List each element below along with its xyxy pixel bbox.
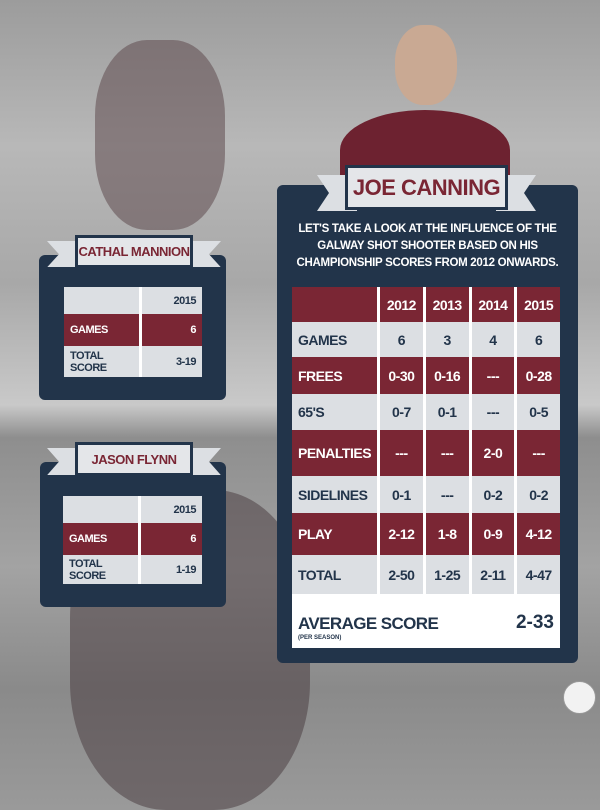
- row-value: ---: [515, 430, 560, 476]
- average-sub: (PER SEASON): [298, 635, 342, 641]
- row-value: 0-30: [378, 357, 426, 394]
- table-row: PLAY 2-12 1-8 0-9 4-12: [292, 513, 560, 555]
- cathal-mannion-banner: CATHAL MANNION: [47, 235, 221, 268]
- row-value: ---: [470, 394, 518, 430]
- row-value: 0-28: [515, 357, 560, 394]
- row-label: SIDELINES: [292, 476, 381, 513]
- row-label: 65'S: [292, 394, 381, 430]
- average-label: AVERAGE SCORE: [298, 614, 439, 633]
- table-row: SIDELINES 0-1 --- 0-2 0-2: [292, 476, 560, 513]
- row-value: 4-47: [515, 555, 560, 594]
- row-label: GAMES: [63, 523, 141, 555]
- row-value: 0-7: [378, 394, 426, 430]
- player-name: CATHAL MANNION: [75, 235, 193, 268]
- table-row: TOTAL 2-50 1-25 2-11 4-47: [292, 555, 560, 594]
- row-value: 6: [515, 322, 560, 357]
- header-cell: 2014: [470, 287, 518, 322]
- description: LET'S TAKE A LOOK AT THE INFLUENCE OF TH…: [296, 223, 559, 269]
- row-label: PENALTIES: [292, 430, 381, 476]
- row-label: TOTAL SCORE: [63, 555, 141, 584]
- jason-flynn-banner: JASON FLYNN: [47, 442, 221, 476]
- average-score-panel: AVERAGE SCORE (PER SEASON) 2-33: [292, 594, 560, 648]
- table-row: FREES 0-30 0-16 --- 0-28: [292, 357, 560, 394]
- row-value: 2-0: [470, 430, 518, 476]
- joe-canning-photo: [340, 20, 510, 190]
- row-value: 0-1: [378, 476, 426, 513]
- row-value: 0-16: [424, 357, 472, 394]
- header-cell: [292, 287, 381, 322]
- row-value: ---: [424, 476, 472, 513]
- row-label: TOTAL: [292, 555, 381, 594]
- row-value: 0-2: [515, 476, 560, 513]
- row-value: 3: [424, 322, 472, 357]
- row-value: 1-8: [424, 513, 472, 555]
- row-label: PLAY: [292, 513, 381, 555]
- sliotar-ball-icon: [563, 681, 596, 714]
- row-value: ---: [378, 430, 426, 476]
- row-value: 2-11: [470, 555, 518, 594]
- row-label: GAMES: [292, 322, 381, 357]
- row-label: TOTAL SCORE: [64, 346, 142, 377]
- row-value: 0-9: [470, 513, 518, 555]
- row-value: 4-12: [515, 513, 560, 555]
- table-row: 65'S 0-7 0-1 --- 0-5: [292, 394, 560, 430]
- row-label: FREES: [292, 357, 381, 394]
- average-value: 2-33: [515, 612, 554, 633]
- row-value: 0-1: [424, 394, 472, 430]
- player-name: JASON FLYNN: [75, 442, 193, 476]
- row-value: 6: [140, 314, 202, 346]
- table-row: PENALTIES --- --- 2-0 ---: [292, 430, 560, 476]
- row-value: 0-5: [515, 394, 560, 430]
- header-cell: 2012: [378, 287, 426, 322]
- cathal-mannion-stats-table: 2015 GAMES 6 TOTAL SCORE 3-19: [64, 287, 202, 377]
- header-cell: 2013: [424, 287, 472, 322]
- row-label: GAMES: [64, 314, 142, 346]
- row-value: 3-19: [140, 346, 202, 377]
- joe-canning-banner: JOE CANNING: [317, 165, 536, 211]
- row-value: 2-50: [378, 555, 426, 594]
- row-value: 2-12: [378, 513, 426, 555]
- player-photo-top-left: [95, 40, 225, 230]
- year-cell: 2015: [140, 287, 202, 314]
- jason-flynn-stats-table: 2015 GAMES 6 TOTAL SCORE 1-19: [63, 496, 202, 584]
- joe-canning-stats-table: 2012 2013 2014 2015 GAMES 6 3 4 6 FREES 0-30 0-…: [292, 287, 560, 594]
- table-header-row: 2012 2013 2014 2015: [292, 287, 560, 322]
- row-value: ---: [424, 430, 472, 476]
- row-value: 4: [470, 322, 518, 357]
- row-value: ---: [470, 357, 518, 394]
- row-value: 1-19: [139, 555, 202, 584]
- year-cell: 2015: [139, 496, 202, 523]
- table-row: GAMES 6 3 4 6: [292, 322, 560, 357]
- player-name: JOE CANNING: [345, 165, 508, 210]
- row-value: 6: [139, 523, 202, 555]
- row-value: 6: [378, 322, 426, 357]
- row-value: 1-25: [424, 555, 472, 594]
- row-value: 0-2: [470, 476, 518, 513]
- header-cell: 2015: [515, 287, 560, 322]
